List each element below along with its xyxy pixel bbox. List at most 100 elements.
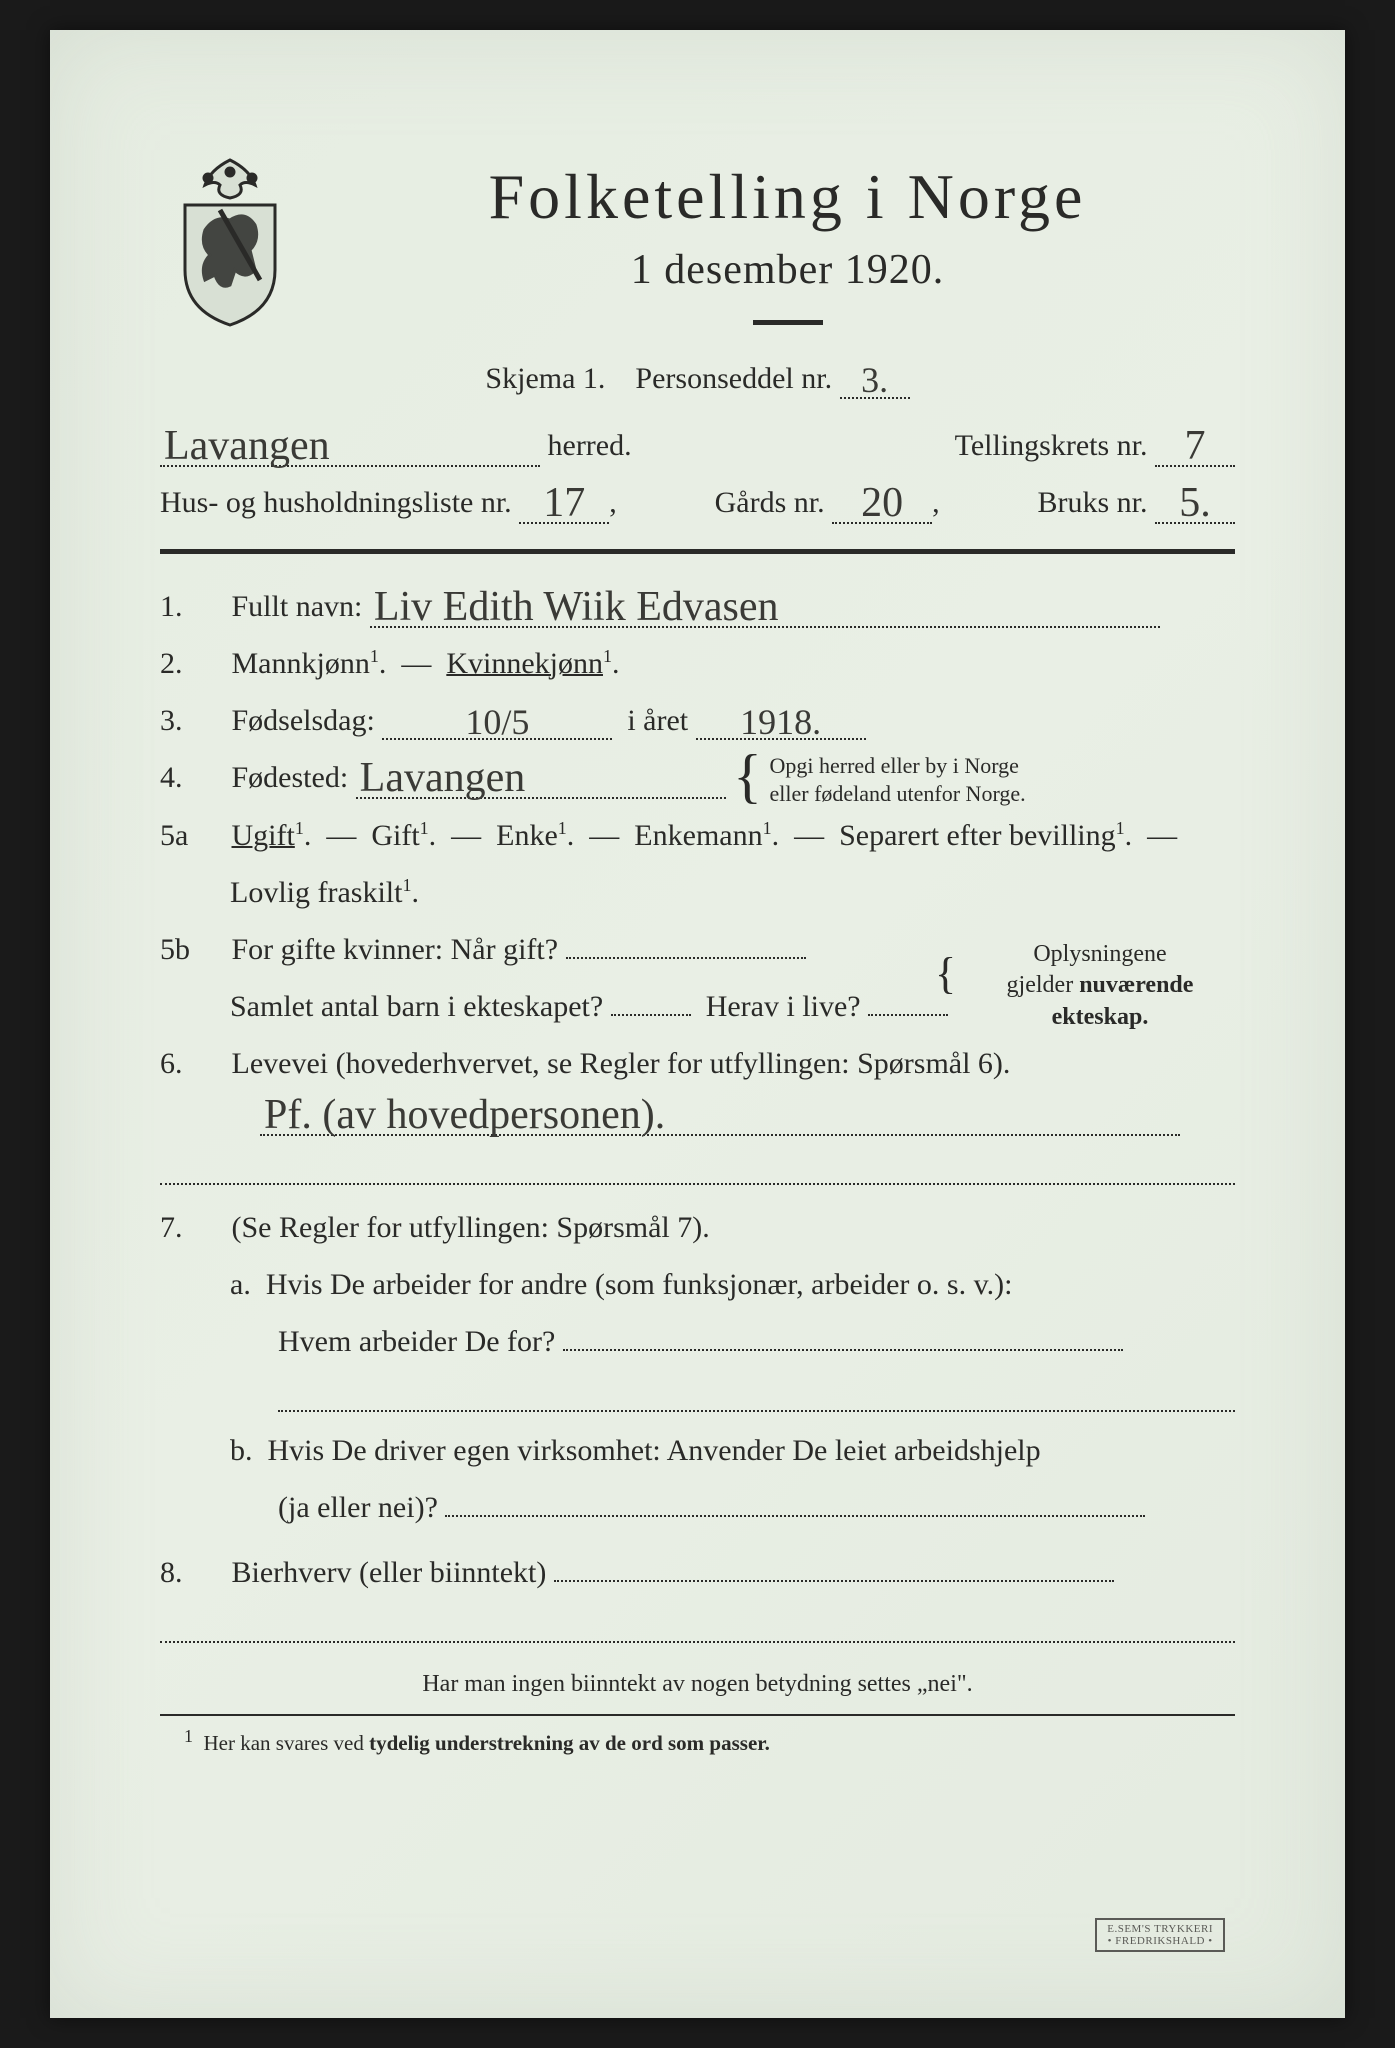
q3-label: Fødselsdag: bbox=[232, 704, 375, 737]
footer-note: Har man ingen biinntekt av nogen betydni… bbox=[160, 1671, 1235, 1716]
q5b-num: 5b bbox=[160, 921, 224, 978]
q6-label: Levevei (hovederhvervet, se Regler for u… bbox=[232, 1047, 1011, 1080]
husliste-label: Hus- og husholdningsliste nr. bbox=[160, 486, 512, 519]
footnote-marker: 1 bbox=[184, 1726, 193, 1746]
header: Folketelling i Norge 1 desember 1920. bbox=[160, 150, 1235, 347]
q1-value: Liv Edith Wiik Edvasen bbox=[374, 584, 779, 630]
gard-label: Gårds nr. bbox=[715, 486, 825, 519]
q5a-opt1: Gift bbox=[371, 819, 419, 852]
q7-label: (Se Regler for utfyllingen: Spørsmål 7). bbox=[232, 1211, 710, 1244]
title-rule bbox=[753, 320, 823, 325]
q7a-l2: Hvem arbeider De for? bbox=[278, 1325, 555, 1358]
skjema-label: Skjema 1. bbox=[485, 362, 605, 395]
q4-value: Lavangen bbox=[360, 755, 526, 801]
footnote-bold: tydelig understrekning av de ord som pas… bbox=[369, 1731, 770, 1755]
brace-icon: { bbox=[733, 761, 762, 791]
q7a-blank bbox=[563, 1349, 1123, 1351]
q4-note: Opgi herred eller by i Norge eller fødel… bbox=[769, 752, 1099, 807]
q1-num: 1. bbox=[160, 578, 224, 635]
q7a-l1: Hvis De arbeider for andre (som funksjon… bbox=[266, 1268, 1013, 1301]
personseddel-label: Personseddel nr. bbox=[635, 362, 832, 395]
q5b-row1: 5b For gifte kvinner: Når gift? { Oplysn… bbox=[160, 921, 1235, 978]
q8-blank bbox=[554, 1580, 1114, 1582]
q5a-row: 5a Ugift1. — Gift1. — Enke1. — Enkemann1… bbox=[160, 807, 1235, 864]
q6-num: 6. bbox=[160, 1035, 224, 1092]
q5a-line2: Lovlig fraskilt bbox=[230, 876, 402, 909]
q1-label: Fullt navn: bbox=[232, 590, 363, 623]
census-form-page: Folketelling i Norge 1 desember 1920. Sk… bbox=[50, 30, 1345, 2018]
q5a-opt2: Enke bbox=[496, 819, 558, 852]
tellingskrets-value: 7 bbox=[1185, 423, 1206, 469]
q3-num: 3. bbox=[160, 692, 224, 749]
q7a-row2: Hvem arbeider De for? bbox=[160, 1313, 1235, 1370]
skjema-line: Skjema 1. Personseddel nr. 3. bbox=[160, 357, 1235, 399]
herred-label: herred. bbox=[548, 429, 632, 462]
footnote: 1 Her kan svares ved tydelig understrekn… bbox=[160, 1726, 1235, 1756]
q6-value-row: Pf. (av hovedpersonen). bbox=[160, 1086, 1235, 1143]
q5b-l1a: For gifte kvinner: Når gift? bbox=[232, 933, 559, 966]
q4-num: 4. bbox=[160, 749, 224, 806]
q7b-row2: (ja eller nei)? bbox=[160, 1479, 1235, 1536]
q8-row: 8. Bierhverv (eller biinntekt) bbox=[160, 1544, 1235, 1601]
q6-value: Pf. (av hovedpersonen). bbox=[264, 1092, 665, 1138]
q5a-row2: Lovlig fraskilt1. bbox=[160, 864, 1235, 921]
bruk-value: 5. bbox=[1179, 480, 1211, 526]
q5b-blank2 bbox=[611, 1014, 691, 1016]
q5a-opt4: Separert efter bevilling bbox=[839, 819, 1116, 852]
crest-svg bbox=[160, 150, 300, 330]
q5a-opt0: Ugift bbox=[232, 819, 295, 852]
q2-row: 2. Mannkjønn1. — Kvinnekjønn1. bbox=[160, 635, 1235, 692]
herred-row: Lavangen herred. Tellingskrets nr. 7 bbox=[160, 417, 1235, 474]
q8-num: 8. bbox=[160, 1544, 224, 1601]
footnote-text: Her kan svares ved bbox=[204, 1731, 364, 1755]
coat-of-arms-icon bbox=[160, 150, 300, 330]
q5b-note1: Oplysningene bbox=[1033, 941, 1166, 967]
q5a-opt3: Enkemann bbox=[634, 819, 762, 852]
q5b-blank1 bbox=[566, 957, 806, 959]
q4-label: Fødested: bbox=[232, 761, 349, 794]
q6-row: 6. Levevei (hovederhvervet, se Regler fo… bbox=[160, 1035, 1235, 1092]
q2-female: Kvinnekjønn bbox=[446, 647, 603, 680]
q2-male: Mannkjønn bbox=[232, 647, 370, 680]
title-sub: 1 desember 1920. bbox=[340, 246, 1235, 294]
q7b-row1: b. Hvis De driver egen virksomhet: Anven… bbox=[160, 1422, 1235, 1479]
q3-row: 3. Fødselsdag: 10/5 i året 1918. bbox=[160, 692, 1235, 749]
q4-row: 4. Fødested: Lavangen { Opgi herred elle… bbox=[160, 749, 1235, 808]
q7b-blank bbox=[445, 1515, 1145, 1517]
q5b-l2a: Samlet antal barn i ekteskapet? bbox=[230, 990, 603, 1023]
q7b-l1: Hvis De driver egen virksomhet: Anvender… bbox=[268, 1434, 1041, 1467]
q4-note2: eller fødeland utenfor Norge. bbox=[769, 781, 1025, 806]
q5b-row2: Samlet antal barn i ekteskapet? Herav i … bbox=[160, 978, 1235, 1035]
q7-row: 7. (Se Regler for utfyllingen: Spørsmål … bbox=[160, 1199, 1235, 1256]
q6-extra-line bbox=[160, 1183, 1235, 1185]
personseddel-nr: 3. bbox=[861, 360, 888, 400]
tellingskrets-label: Tellingskrets nr. bbox=[955, 429, 1148, 462]
q5b-l2b: Herav i live? bbox=[706, 990, 861, 1023]
sup2: 1 bbox=[603, 646, 612, 666]
husliste-value: 17 bbox=[543, 480, 585, 526]
q4-note1: Opgi herred eller by i Norge bbox=[769, 753, 1018, 778]
q2-num: 2. bbox=[160, 635, 224, 692]
q7-num: 7. bbox=[160, 1199, 224, 1256]
gard-value: 20 bbox=[861, 480, 903, 526]
bruk-label: Bruks nr. bbox=[1037, 486, 1147, 519]
printer-stamp: E.SEM'S TRYKKERI • FREDRIKSHALD • bbox=[1095, 1918, 1225, 1952]
q8-label: Bierhverv (eller biinntekt) bbox=[232, 1556, 547, 1589]
stamp-l2: • FREDRIKSHALD • bbox=[1108, 1935, 1213, 1947]
q7a-row1: a. Hvis De arbeider for andre (som funks… bbox=[160, 1256, 1235, 1313]
q3-year: 1918. bbox=[740, 702, 821, 742]
q3-day: 10/5 bbox=[465, 702, 529, 742]
stamp-l1: E.SEM'S TRYKKERI bbox=[1107, 1923, 1213, 1935]
herred-value: Lavangen bbox=[164, 423, 330, 469]
q7a-extra-line bbox=[278, 1410, 1235, 1412]
q1-row: 1. Fullt navn: Liv Edith Wiik Edvasen bbox=[160, 578, 1235, 635]
q7b-l2: (ja eller nei)? bbox=[278, 1491, 438, 1524]
husliste-row: Hus- og husholdningsliste nr. 17, Gårds … bbox=[160, 474, 1235, 531]
title-main: Folketelling i Norge bbox=[340, 160, 1235, 234]
q5b-blank3 bbox=[868, 1014, 948, 1016]
q3-mid: i året bbox=[627, 704, 688, 737]
q8-extra-line bbox=[160, 1641, 1235, 1643]
q5a-num: 5a bbox=[160, 807, 224, 864]
divider-thick bbox=[160, 549, 1235, 554]
title-block: Folketelling i Norge 1 desember 1920. bbox=[340, 150, 1235, 347]
